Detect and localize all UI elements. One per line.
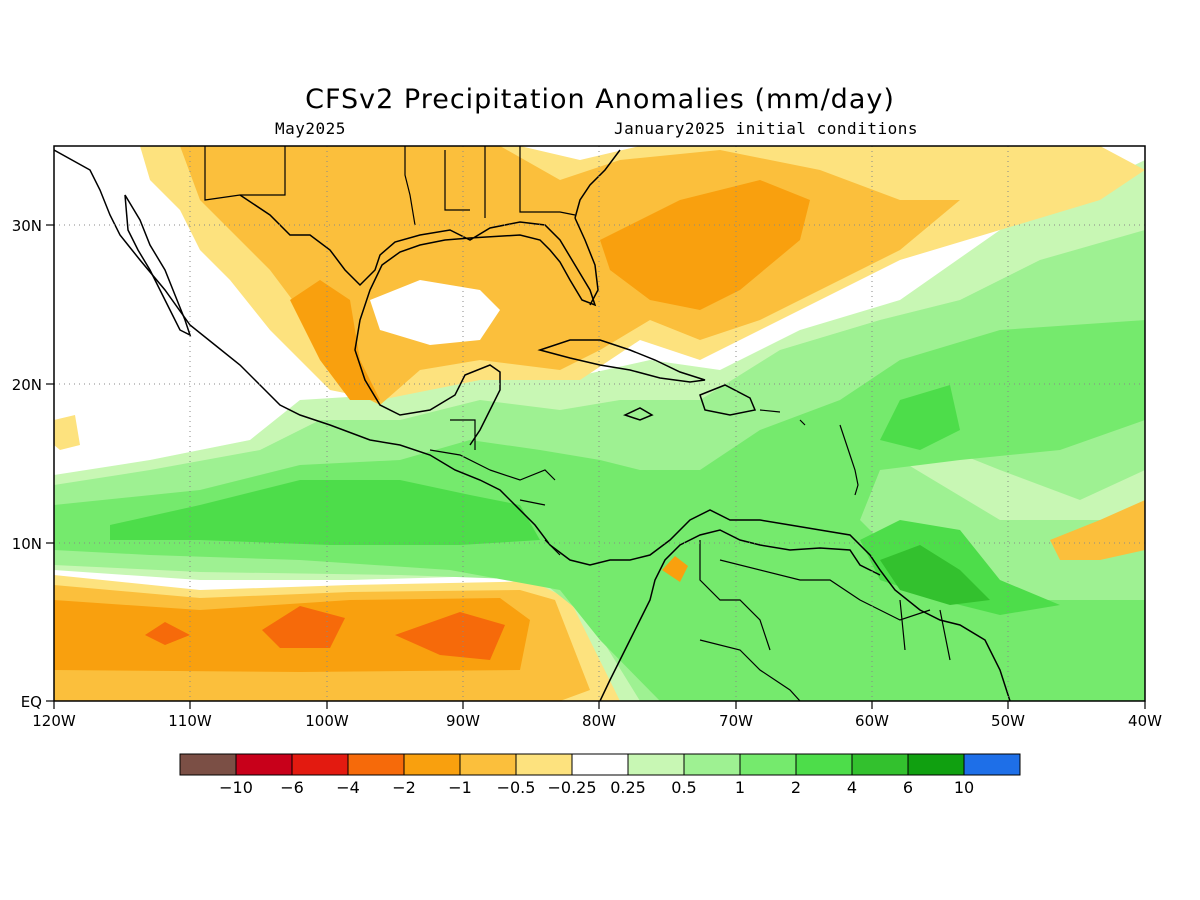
colorbar-label: 6 <box>903 778 913 797</box>
atlantic-wet-core-2 <box>880 545 990 605</box>
x-tick-label: 90W <box>446 712 480 730</box>
y-tick-label: EQ <box>21 693 42 711</box>
colorbar-label: −4 <box>336 778 360 797</box>
x-tick-label: 120W <box>32 712 76 730</box>
colorbar-label: 10 <box>954 778 974 797</box>
colorbar-label: 1 <box>735 778 745 797</box>
coastline-antilles <box>759 409 859 496</box>
x-tick-label: 70W <box>719 712 753 730</box>
x-tick-label: 100W <box>305 712 349 730</box>
gridlines <box>54 146 1145 701</box>
y-axis-labels: 30N 20N 10N EQ <box>12 217 42 711</box>
colorbar-swatch <box>795 753 853 776</box>
anomaly-field <box>54 146 1145 701</box>
colorbar-swatch <box>739 753 797 776</box>
colorbar-swatch <box>403 753 461 776</box>
atlantic-dry-core <box>600 180 810 310</box>
colorbar-swatch <box>963 753 1021 776</box>
colorbar-swatch <box>459 753 517 776</box>
colorbar-label: 0.25 <box>610 778 646 797</box>
x-tick-label: 50W <box>991 712 1025 730</box>
colorbar: −10 −6 −4 −2 −1 −0.5 −0.25 0.25 0.5 1 2 4 6 10 <box>179 753 1021 797</box>
coastline-atlantic-us <box>574 149 621 219</box>
x-tick-label: 80W <box>582 712 616 730</box>
eastern-pacific-dry <box>1050 500 1145 560</box>
x-axis-labels: 120W 110W 100W 90W 80W 70W 60W 50W 40W <box>32 712 1162 730</box>
coastline-florida <box>574 217 599 306</box>
colorbar-label: −2 <box>392 778 416 797</box>
gulf-neutral-area <box>370 280 500 345</box>
valid-month-label: May2025 <box>275 119 346 138</box>
colorbar-swatch <box>179 753 237 776</box>
colombia-dry-patch <box>662 556 688 582</box>
colorbar-label: −0.25 <box>547 778 596 797</box>
colorbar-swatch <box>515 753 573 776</box>
colorbar-swatch <box>851 753 909 776</box>
west-pacific-dry-patch <box>54 415 80 450</box>
x-tick-label: 60W <box>855 712 889 730</box>
colorbar-swatch <box>627 753 685 776</box>
initial-conditions-label: January2025 initial conditions <box>614 119 918 138</box>
mexico-dry-core <box>290 280 380 400</box>
itcz-wet-core <box>110 480 540 545</box>
coastline-south-america <box>599 529 881 701</box>
coastline-cuba <box>537 339 706 383</box>
colorbar-swatch <box>907 753 965 776</box>
coastline-baja <box>124 194 192 337</box>
borders <box>204 146 951 701</box>
colorbar-label: −6 <box>280 778 304 797</box>
colorbar-label: −10 <box>219 778 253 797</box>
east-atlantic-wet <box>880 385 960 450</box>
colorbar-swatch <box>291 753 349 776</box>
y-tick-label: 30N <box>12 217 42 235</box>
colorbar-label: −0.5 <box>497 778 536 797</box>
map-title: CFSv2 Precipitation Anomalies (mm/day) <box>305 84 895 115</box>
colorbar-swatch <box>235 753 293 776</box>
coastline-gulf-of-mexico <box>239 194 597 446</box>
pacific-dry-core-1 <box>145 622 190 645</box>
colorbar-swatch <box>571 753 629 776</box>
colorbar-label: 4 <box>847 778 857 797</box>
coastline-jamaica <box>622 407 654 421</box>
coastline-hispaniola <box>699 384 757 416</box>
y-tick-label: 20N <box>12 376 42 394</box>
colorbar-label: −1 <box>448 778 472 797</box>
x-tick-label: 40W <box>1128 712 1162 730</box>
atlantic-wet-core <box>860 520 1060 615</box>
pacific-dry-core-3 <box>395 612 505 660</box>
x-tick-label: 110W <box>168 712 212 730</box>
colorbar-swatch <box>347 753 405 776</box>
colorbar-label: 0.5 <box>671 778 696 797</box>
colorbar-swatch <box>683 753 741 776</box>
y-tick-label: 10N <box>12 535 42 553</box>
pacific-dry-core-2 <box>262 606 345 648</box>
axis-ticks <box>46 224 1146 709</box>
colorbar-label: 2 <box>791 778 801 797</box>
